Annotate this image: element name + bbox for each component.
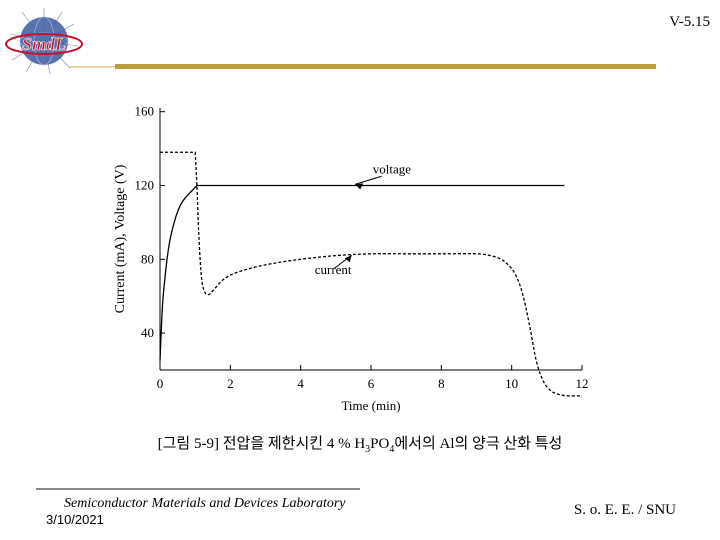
organization: S. o. E. E. / SNU <box>573 502 676 518</box>
y-tick-label: 120 <box>135 177 155 192</box>
chart-labels: 0 2 4 6 8 10 12 40 80 120 160 Time (min) Current (mA… <box>113 104 589 413</box>
y-axis-label: Current (mA), Voltage (V) <box>113 164 128 313</box>
logo-text: SmdL <box>22 34 66 54</box>
slide-date: 3/10/2021 <box>46 512 104 527</box>
x-tick-label: 6 <box>368 376 375 391</box>
header-rule-dark <box>115 64 656 69</box>
chart-plot-area <box>159 151 583 397</box>
x-tick-label: 0 <box>157 376 164 391</box>
series-voltage <box>159 184 565 361</box>
y-tick-label: 80 <box>141 251 154 266</box>
caption-sub-2: 4 <box>389 444 395 455</box>
x-axis-label: Time (min) <box>341 398 400 413</box>
lab-name: Semiconductor Materials and Devices Labo… <box>64 496 346 511</box>
x-tick-label: 8 <box>438 376 445 391</box>
y-tick-label: 160 <box>135 104 155 119</box>
header-rule <box>70 64 656 71</box>
footer-rule <box>36 488 360 490</box>
anodization-chart: 0 2 4 6 8 10 12 40 80 120 160 Time (min) Current (mA… <box>113 104 589 413</box>
series-current <box>160 151 583 397</box>
x-tick-label: 10 <box>505 376 518 391</box>
annotation-current-arrowhead <box>344 255 352 263</box>
caption-mid: PO <box>370 436 390 452</box>
x-tick-label: 2 <box>227 376 234 391</box>
chart-axes <box>159 108 583 371</box>
annotation-voltage: voltage <box>373 162 411 177</box>
y-tick-label: 40 <box>141 325 154 340</box>
x-tick-label: 12 <box>576 376 589 391</box>
caption-sub-1: 3 <box>365 444 371 455</box>
lab-logo: SmdL <box>5 8 83 75</box>
x-tick-label: 4 <box>297 376 304 391</box>
slide-number: V-5.15 <box>669 14 710 30</box>
annotation-current: current <box>315 262 352 277</box>
annotation-voltage-arrowhead <box>355 183 364 190</box>
figure-caption: [그림 5-9] 전압을 제한시킨 4 % H3PO4에서의 Al의 양극 산화… <box>0 432 720 455</box>
caption-prefix: [그림 5-9] 전압을 제한시킨 4 % H <box>157 436 366 452</box>
annotation-voltage-arrow <box>355 175 382 185</box>
caption-suffix: 에서의 Al의 양극 산화 특성 <box>394 436 563 452</box>
logo-ring <box>5 33 83 55</box>
